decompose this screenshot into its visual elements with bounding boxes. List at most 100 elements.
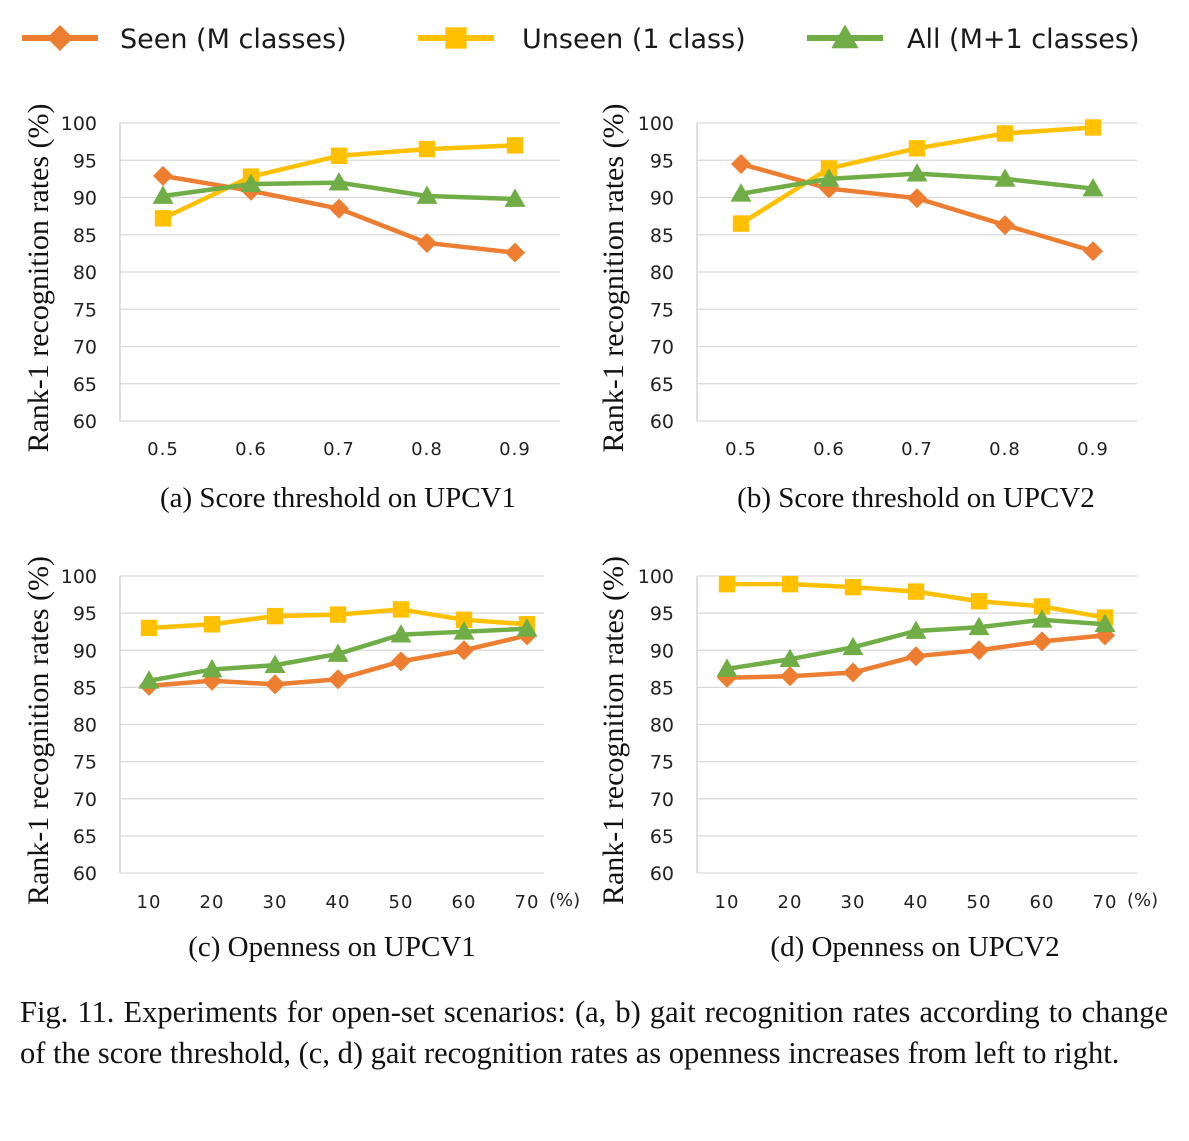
data-point-triangle: [240, 173, 262, 192]
y-tick-label: 70: [650, 789, 674, 811]
legend-entry-2: Unseen (1 class): [418, 24, 746, 55]
data-point-diamond: [328, 669, 348, 690]
data-point-triangle: [264, 654, 286, 673]
data-point-triangle: [779, 648, 801, 668]
legend-entry-3: All (M+1 classes): [807, 24, 1140, 55]
y-tick-label: 95: [73, 603, 97, 625]
subfigure-caption: (a) Score threshold on UPCV1: [160, 482, 516, 514]
x-tick-label: 0.7: [901, 439, 933, 460]
x-tick-label: 30: [263, 892, 288, 913]
chart-panel-a: 60 65 70 75 80 85 90 95 100 0.5 0.6 0.7 0.8 0.9 Rank-1…: [22, 103, 560, 514]
data-point-diamond: [1083, 241, 1103, 262]
y-axis-title: Rank-1 recognition rates (%): [22, 556, 55, 905]
legend-label: Seen (M classes): [120, 24, 347, 55]
chart-panel-b: 60 65 70 75 80 85 90 95 100 0.5 0.6 0.7 0.8 0.9 Rank-1…: [597, 103, 1137, 514]
legend-label: All (M+1 classes): [907, 24, 1140, 55]
x-tick-label: 0.6: [235, 439, 267, 460]
y-tick-label: 70: [73, 337, 97, 359]
series-square: [718, 575, 1114, 626]
data-point-square: [330, 147, 348, 164]
data-point-diamond: [780, 666, 800, 687]
figure-caption: Fig. 11. Experiments for open-set scenar…: [20, 995, 1168, 1070]
data-point-square: [203, 616, 221, 633]
y-tick-label: 85: [650, 677, 674, 699]
data-point-square: [392, 601, 410, 618]
y-tick-label: 90: [650, 640, 674, 662]
data-point-square: [970, 593, 988, 610]
x-tick-label: 0.5: [725, 439, 757, 460]
subfigure-caption: (b) Score threshold on UPCV2: [737, 482, 1095, 514]
x-tick-label: 60: [452, 892, 477, 913]
series-triangle: [138, 618, 538, 689]
legend-label: Unseen (1 class): [522, 24, 746, 55]
legend-square-marker: [445, 27, 467, 49]
data-point-square: [732, 215, 750, 232]
x-tick-label: 0.9: [1077, 439, 1109, 460]
data-point-triangle: [138, 670, 160, 689]
x-tick-label: 30: [841, 892, 866, 913]
data-point-square: [907, 583, 925, 600]
x-tick-label: 20: [778, 892, 803, 913]
data-point-square: [329, 606, 347, 623]
y-tick-label: 100: [638, 113, 674, 135]
data-point-square: [1084, 119, 1102, 136]
y-tick-label: 75: [73, 752, 97, 774]
series-triangle: [730, 163, 1104, 202]
data-point-triangle: [1094, 613, 1116, 633]
x-tick-label: 10: [715, 892, 740, 913]
data-point-diamond: [505, 242, 525, 263]
y-tick-label: 100: [61, 113, 97, 135]
y-axis-title: Rank-1 recognition rates (%): [22, 103, 55, 452]
x-unit-label: (%): [1127, 890, 1158, 911]
x-tick-label: 40: [326, 892, 351, 913]
data-point-square: [455, 611, 473, 629]
data-point-diamond: [995, 215, 1015, 236]
y-tick-label: 100: [638, 566, 674, 588]
y-tick-label: 60: [73, 863, 97, 885]
data-point-triangle: [905, 620, 927, 639]
y-tick-label: 95: [73, 150, 97, 172]
y-tick-label: 75: [73, 299, 97, 321]
legend-diamond-marker: [47, 25, 73, 51]
y-tick-label: 85: [73, 677, 97, 699]
y-tick-label: 100: [61, 566, 97, 588]
y-tick-label: 85: [73, 225, 97, 247]
data-point-square: [140, 619, 158, 637]
data-point-triangle: [416, 185, 438, 204]
data-point-diamond: [907, 188, 927, 209]
y-tick-label: 65: [650, 374, 674, 396]
data-point-triangle: [390, 624, 412, 643]
series-triangle: [716, 609, 1116, 677]
data-point-square: [781, 575, 799, 593]
x-tick-label: 70: [515, 892, 540, 913]
data-point-triangle: [152, 185, 174, 204]
y-tick-label: 80: [650, 262, 674, 284]
data-point-square: [844, 578, 862, 596]
y-tick-label: 60: [650, 863, 674, 885]
y-axis-title: Rank-1 recognition rates (%): [597, 103, 630, 452]
data-point-triangle: [504, 188, 526, 207]
x-tick-label: 0.8: [411, 439, 443, 460]
data-point-diamond: [417, 232, 437, 253]
data-point-triangle: [716, 658, 738, 677]
x-tick-label: 20: [200, 892, 225, 913]
y-tick-label: 65: [650, 826, 674, 848]
y-tick-label: 80: [73, 262, 97, 284]
data-point-triangle: [453, 621, 475, 640]
series-triangle: [152, 172, 526, 207]
data-point-square: [266, 607, 284, 625]
x-tick-label: 10: [137, 892, 162, 913]
data-point-diamond: [329, 198, 349, 219]
x-tick-label: 50: [967, 892, 992, 913]
y-tick-label: 70: [650, 337, 674, 359]
y-tick-label: 90: [73, 640, 97, 662]
data-point-square: [718, 575, 736, 593]
data-point-diamond: [843, 662, 863, 683]
data-point-square: [154, 210, 172, 227]
y-tick-label: 90: [650, 188, 674, 210]
y-tick-label: 60: [73, 411, 97, 433]
y-tick-label: 80: [73, 715, 97, 737]
chart-panels: 60 65 70 75 80 85 90 95 100 0.5 0.6 0.7 0.8 0.9 Rank-1…: [22, 103, 1158, 963]
legend: Seen (M classes) Unseen (1 class) All (M+1…: [22, 24, 1140, 55]
data-point-triangle: [328, 172, 350, 191]
